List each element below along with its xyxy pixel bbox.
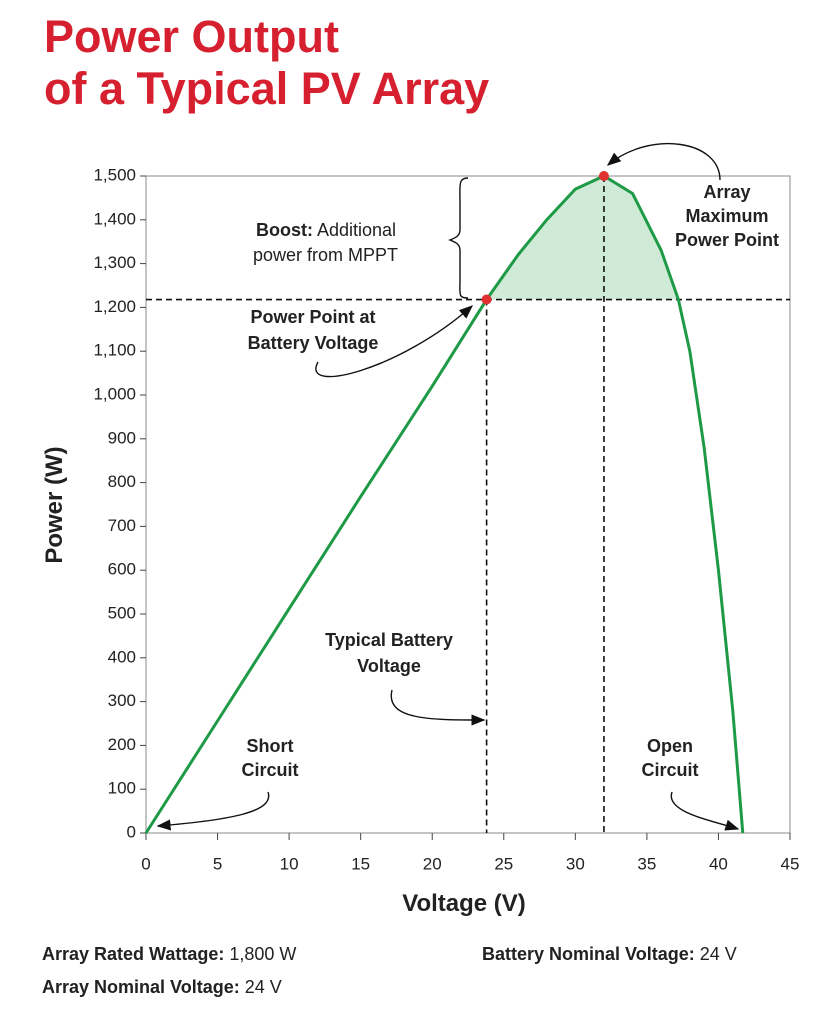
annotation: Circuit <box>641 760 698 780</box>
note-value: 1,800 W <box>229 944 296 964</box>
y-tick-label: 200 <box>108 735 136 754</box>
annotation: Short <box>247 736 294 756</box>
note-value: 24 V <box>700 944 737 964</box>
chart-title: Power Output <box>44 11 339 62</box>
annotation: Array <box>703 182 750 202</box>
chart-title: of a Typical PV Array <box>44 63 489 114</box>
annotation: Typical Battery <box>325 630 453 650</box>
y-tick-label: 1,300 <box>93 253 136 272</box>
y-tick-label: 1,000 <box>93 384 136 403</box>
annotation: Boost: Additional <box>256 220 396 240</box>
x-tick-label: 40 <box>709 854 728 873</box>
annotation: Power Point at <box>250 307 375 327</box>
annotation: Battery Voltage <box>248 333 379 353</box>
x-axis-label: Voltage (V) <box>402 890 526 917</box>
x-tick-label: 0 <box>141 854 150 873</box>
y-axis-label: Power (W) <box>41 446 68 563</box>
y-tick-label: 500 <box>108 603 136 622</box>
y-tick-label: 300 <box>108 691 136 710</box>
y-tick-label: 1,400 <box>93 209 136 228</box>
y-tick-label: 700 <box>108 516 136 535</box>
battery-power-point <box>481 294 492 305</box>
annotation: Circuit <box>241 760 298 780</box>
x-tick-label: 30 <box>566 854 585 873</box>
plot-area: 01002003004005006007008009001,0001,1001,… <box>93 165 799 873</box>
note-value: 24 V <box>245 977 282 997</box>
note-label: Array Nominal Voltage: <box>42 977 240 997</box>
x-tick-label: 5 <box>213 854 222 873</box>
max-power-point <box>598 171 609 181</box>
plot-frame <box>145 175 791 834</box>
y-tick-label: 100 <box>108 779 136 798</box>
power-curve <box>144 174 745 834</box>
note: Array Nominal Voltage: 24 V <box>42 977 282 997</box>
x-tick-label: 25 <box>494 854 513 873</box>
y-tick-label: 400 <box>108 647 136 666</box>
note: Array Rated Wattage: 1,800 W <box>42 944 296 964</box>
x-tick-label: 20 <box>423 854 442 873</box>
y-tick-label: 1,200 <box>93 297 136 316</box>
note-label: Battery Nominal Voltage: <box>482 944 695 964</box>
annotation: Additional <box>317 220 396 240</box>
y-tick-label: 1,100 <box>93 341 136 360</box>
x-tick-label: 15 <box>351 854 370 873</box>
y-tick-label: 900 <box>108 428 136 447</box>
y-tick-label: 800 <box>108 472 136 491</box>
note-label: Array Rated Wattage: <box>42 944 224 964</box>
note: Battery Nominal Voltage: 24 V <box>482 944 737 964</box>
x-tick-label: 45 <box>781 854 800 873</box>
annotation-arrows <box>156 143 740 831</box>
annotation: Boost: <box>256 220 313 240</box>
boost-area <box>486 176 679 300</box>
y-tick-label: 1,500 <box>93 165 136 184</box>
x-tick-label: 35 <box>637 854 656 873</box>
annotation: Maximum <box>685 206 768 226</box>
y-tick-label: 600 <box>108 560 136 579</box>
annotation: Power Point <box>675 230 779 250</box>
annotation: Open <box>647 736 693 756</box>
y-tick-label: 0 <box>127 822 136 841</box>
x-tick-label: 10 <box>280 854 299 873</box>
annotation: power from MPPT <box>253 245 398 265</box>
annotation: Voltage <box>357 656 421 676</box>
